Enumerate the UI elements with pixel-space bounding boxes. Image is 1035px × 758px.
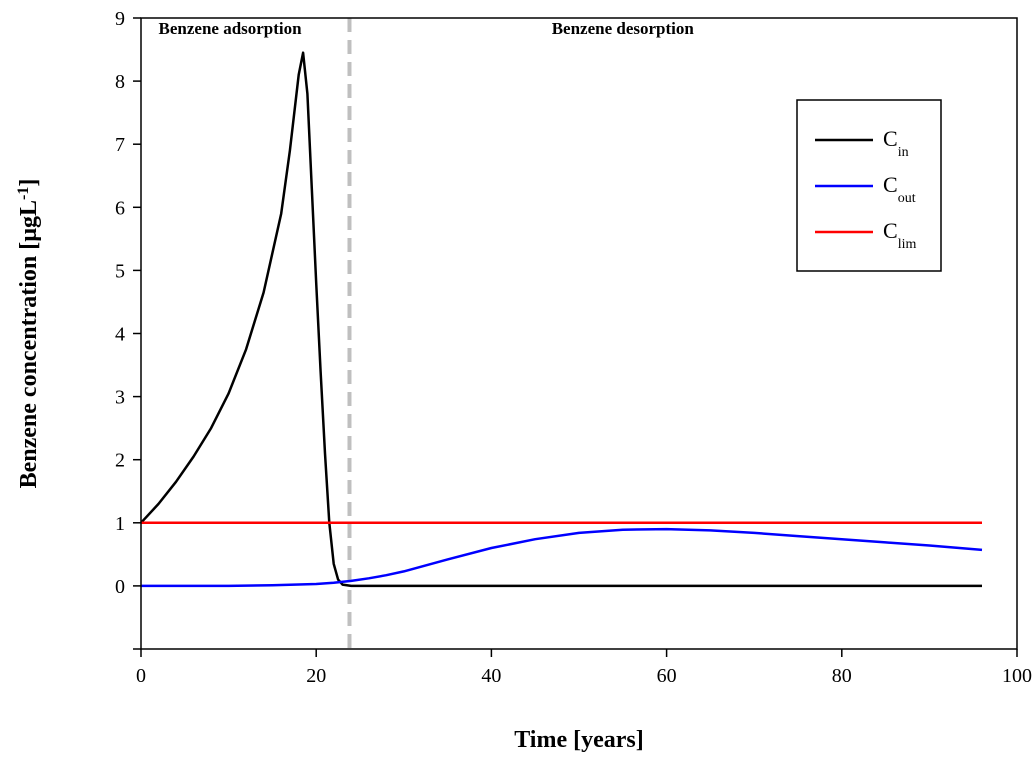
annotations-layer: Benzene adsorption Benzene desorption	[159, 19, 695, 38]
series-line-out	[141, 527, 983, 588]
x-tick-label: 60	[657, 665, 677, 687]
legend-entry-out: Cout	[883, 172, 916, 206]
legend-entry-in: Cin	[883, 126, 909, 160]
legend: Cin Cout Clim	[796, 99, 942, 272]
x-tick-label: 80	[832, 665, 852, 687]
y-axis-title-main: Benzene concentration [µgL	[16, 200, 42, 488]
series-layer	[140, 51, 983, 588]
y-tick-label: 4	[115, 324, 125, 346]
y-axis-title: Benzene concentration [µgL-1]	[15, 179, 43, 489]
y-axis-title-superscript: -1	[15, 187, 32, 200]
y-axis-title-close: ]	[16, 179, 42, 187]
x-tick-label: 20	[306, 665, 326, 687]
y-tick-label: 2	[115, 450, 125, 472]
series-line-in	[140, 51, 982, 588]
x-axis-title: Time [years]	[514, 727, 644, 753]
ticks-layer: 0 20 40 60 80 100 0 1 2 3 4 5 6 7 8 9	[115, 8, 1032, 687]
legend-entry-lim: Clim	[883, 218, 916, 252]
y-tick-label: 7	[115, 134, 125, 156]
x-tick-label: 100	[1002, 665, 1032, 687]
phase-label-adsorption: Benzene adsorption	[159, 19, 303, 38]
y-tick-label: 3	[115, 387, 125, 409]
y-tick-label: 1	[115, 513, 125, 535]
x-tick-label: 0	[136, 665, 146, 687]
y-tick-label: 8	[115, 71, 125, 93]
y-tick-label: 0	[115, 576, 125, 598]
x-tick-label: 40	[481, 665, 501, 687]
y-tick-label: 9	[115, 8, 125, 30]
y-tick-label: 6	[115, 197, 125, 219]
y-tick-label: 5	[115, 260, 125, 282]
phase-label-desorption: Benzene desorption	[552, 19, 695, 38]
